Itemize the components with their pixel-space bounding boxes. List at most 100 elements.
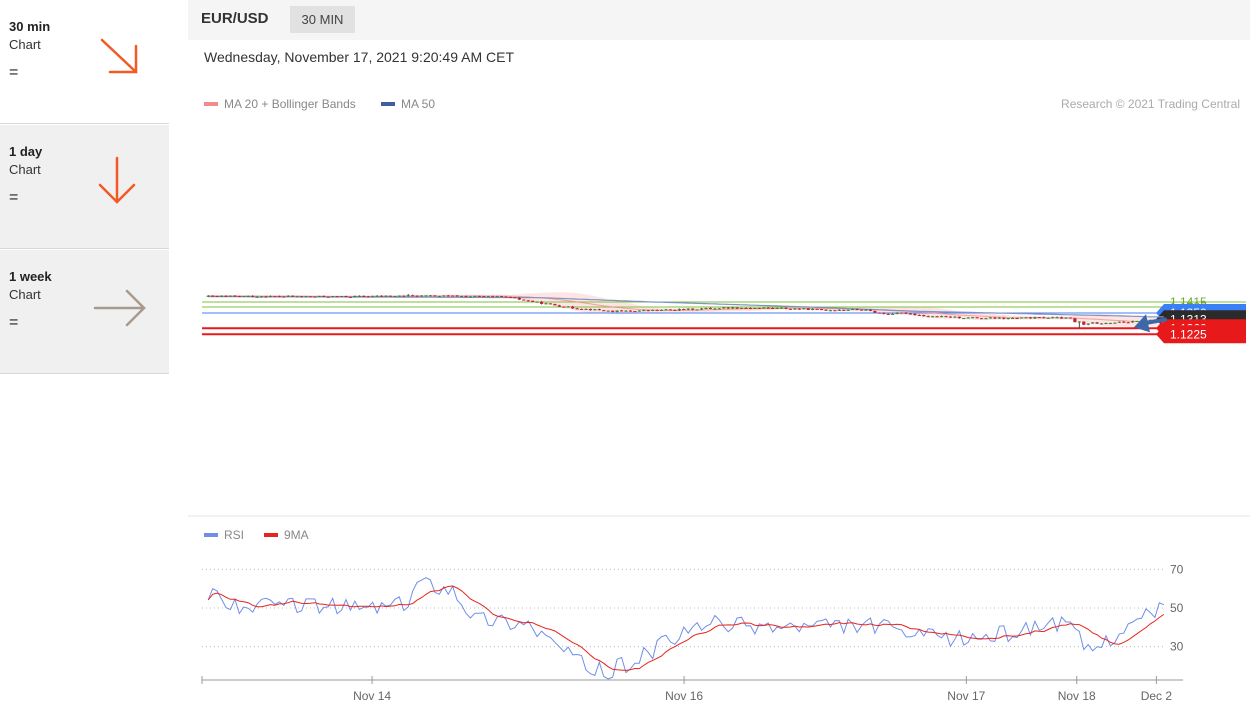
candle-body	[908, 313, 913, 315]
candle-body	[833, 310, 837, 312]
candle-body	[424, 295, 428, 297]
candle-body	[699, 308, 704, 310]
x-axis-label-nov-16: Nov 16	[665, 689, 703, 703]
candle-body	[762, 307, 766, 309]
candle-body	[242, 296, 246, 298]
candle-body	[677, 309, 681, 311]
candle-body	[366, 296, 370, 298]
sidebar-item-1week[interactable]: 1 week Chart =	[0, 250, 169, 374]
candle-body	[846, 309, 850, 311]
candle-body	[1033, 317, 1037, 319]
candle-body	[948, 316, 953, 318]
candle-body	[228, 295, 233, 297]
candle-body	[588, 308, 593, 311]
candle-body	[277, 296, 281, 298]
chart-panel: EUR/USD 30 MIN Wednesday, November 17, 2…	[188, 0, 1250, 709]
candle-body	[695, 309, 699, 311]
legend-ma50: MA 50	[381, 97, 435, 111]
candle-body	[322, 295, 326, 297]
candle-body	[686, 308, 690, 310]
candle-body	[673, 309, 677, 311]
candle-body	[1064, 317, 1068, 319]
candle-body	[1046, 317, 1050, 319]
candle-body	[282, 296, 286, 298]
candle-body	[251, 295, 255, 297]
candle-body	[962, 318, 966, 320]
candle-body	[451, 295, 455, 297]
candle-body	[535, 301, 539, 303]
candle-body	[1011, 318, 1015, 320]
candle-body	[353, 295, 357, 298]
legend-9ma: 9MA	[264, 528, 309, 542]
candle-body	[655, 309, 659, 311]
candle-body	[593, 309, 597, 311]
candle-body	[704, 308, 708, 310]
candle-body	[966, 317, 970, 319]
candle-body	[1077, 321, 1081, 323]
candle-body	[308, 296, 313, 298]
candle-body	[1091, 322, 1095, 324]
ma50-label: MA 50	[401, 97, 436, 111]
candle-body	[873, 310, 877, 313]
candle-body	[362, 295, 366, 297]
candle-body	[793, 308, 797, 310]
candle-body	[1073, 318, 1077, 323]
candle-body	[237, 296, 241, 298]
candle-body	[557, 305, 561, 307]
candle-body	[1113, 322, 1117, 324]
arrow-right-icon	[93, 289, 146, 327]
candle-body	[837, 309, 841, 311]
candle-body	[499, 296, 504, 298]
candle-body	[233, 295, 237, 297]
candle-body	[379, 295, 384, 297]
candle-body	[926, 316, 930, 318]
ma50-swatch	[381, 102, 395, 106]
candle-body	[486, 296, 490, 298]
candle-body	[744, 307, 748, 309]
candle-body	[1006, 318, 1010, 320]
rsi-label: RSI	[224, 528, 245, 542]
candle-body	[495, 296, 499, 298]
legend-ma20: MA 20 + Bollinger Bands	[204, 97, 356, 111]
candle-body	[939, 316, 944, 318]
x-axis-label-dec-2: Dec 2	[1141, 689, 1173, 703]
arrow-down-icon	[98, 156, 136, 204]
bollinger-bands	[208, 292, 1164, 327]
chart-datetime: Wednesday, November 17, 2021 9:20:49 AM …	[204, 49, 514, 65]
timeframe-badge[interactable]: 30 MIN	[290, 6, 355, 33]
candle-body	[895, 312, 899, 314]
candle-body	[259, 296, 264, 298]
candle-body	[575, 308, 579, 310]
candle-body	[722, 307, 726, 309]
candle-body	[891, 313, 895, 315]
legend-rsi: RSI	[204, 528, 244, 542]
candle-body	[646, 310, 650, 312]
candle-body	[931, 316, 935, 318]
candle-body	[539, 301, 544, 304]
candle-body	[899, 312, 904, 314]
sidebar-item-1day[interactable]: 1 day Chart =	[0, 125, 169, 249]
candle-body	[371, 296, 375, 298]
x-axis-label-nov-14: Nov 14	[353, 689, 391, 703]
candle-body	[562, 306, 566, 308]
candle-body	[331, 296, 335, 298]
candle-body	[1099, 323, 1104, 325]
candle-body	[1122, 321, 1126, 323]
ma20-label: MA 20 + Bollinger Bands	[224, 97, 356, 111]
candle-body	[1126, 322, 1130, 324]
candle-body	[748, 308, 753, 310]
candle-body	[606, 310, 610, 312]
rsi-axis-label-30: 30	[1170, 640, 1184, 654]
candle-body	[735, 307, 739, 309]
candle-body	[717, 308, 721, 310]
candle-body	[295, 296, 299, 298]
rsi-swatch	[204, 533, 218, 537]
candle-body	[784, 307, 788, 309]
timeframe-label: 30 min	[9, 19, 51, 34]
sidebar-item-30min[interactable]: 30 min Chart =	[0, 0, 169, 124]
candle-body	[357, 295, 361, 297]
candle-body	[1108, 322, 1113, 324]
candle-body	[637, 310, 641, 312]
